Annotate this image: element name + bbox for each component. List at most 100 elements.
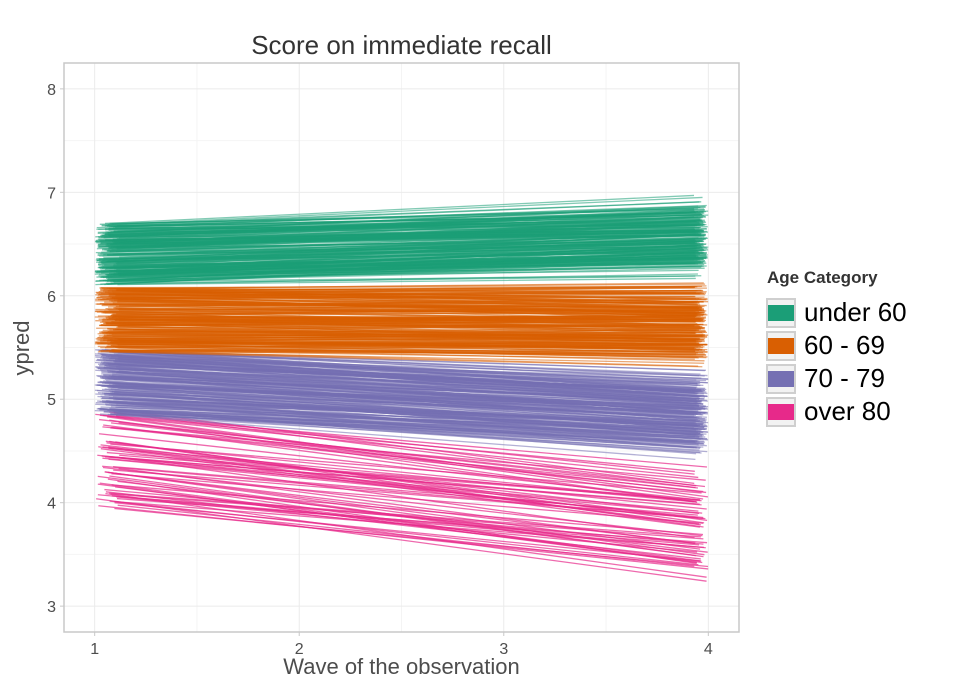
legend-key (766, 396, 796, 427)
series-60-69 (94, 282, 709, 368)
trajectory-line (108, 229, 704, 237)
trajectory-line (110, 406, 702, 432)
trajectory-line (112, 220, 700, 244)
trajectory-line (107, 382, 696, 411)
series-70-79 (94, 348, 709, 461)
trajectory-line (119, 315, 696, 324)
series-under-60 (94, 194, 709, 286)
trajectory-line (106, 234, 695, 252)
trajectory-line (104, 301, 700, 309)
trajectory-line (102, 466, 703, 537)
trajectory-line (106, 442, 697, 503)
legend-swatch (768, 337, 794, 354)
trajectory-line (117, 352, 708, 384)
trajectory-line (110, 443, 702, 494)
series-over-80 (95, 409, 709, 582)
trajectory-line (105, 321, 708, 338)
trajectory-line (105, 359, 695, 394)
trajectory-line (96, 245, 697, 260)
trajectory-line (119, 287, 704, 292)
y-tick-label: 8 (47, 82, 56, 99)
y-tick-label: 3 (47, 599, 56, 616)
chart-title: Score on immediate recall (251, 30, 552, 60)
trajectory-line (109, 492, 701, 538)
legend-item-over-80: over 80 (766, 395, 907, 428)
trajectory-line (98, 433, 700, 501)
trajectory-line (110, 305, 705, 316)
trajectory-line (116, 364, 699, 385)
trajectory-line (110, 413, 696, 461)
legend-swatch (768, 304, 794, 321)
trajectory-line (105, 194, 695, 225)
trajectory-line (113, 469, 706, 520)
trajectory-line (117, 504, 695, 567)
legend-swatch (768, 403, 794, 420)
x-tick-label: 2 (295, 641, 304, 658)
trajectory-line (116, 347, 707, 359)
trajectory-line (98, 363, 705, 392)
legend-key (766, 363, 796, 394)
trajectory-line (102, 446, 697, 503)
trajectory-line (106, 349, 709, 380)
trajectory-line (101, 312, 707, 315)
trajectory-line (111, 351, 702, 391)
trajectory-line (100, 212, 696, 242)
x-tick-label: 1 (90, 641, 99, 658)
trajectory-line (102, 426, 706, 481)
trajectory-line (114, 411, 699, 445)
trajectory-line (107, 328, 699, 344)
y-tick-label: 6 (47, 289, 56, 306)
trajectory-line (111, 484, 704, 536)
trajectory-line (117, 259, 698, 274)
legend-title: Age Category (767, 268, 878, 287)
trajectory-line (109, 411, 697, 487)
trajectory-line (105, 227, 695, 245)
x-tick-label: 4 (704, 641, 713, 658)
trajectory-line (98, 324, 701, 328)
y-tick-label: 4 (47, 496, 56, 513)
trajectory-line (102, 287, 706, 301)
trajectory-line (109, 500, 699, 566)
trajectory-line (111, 374, 700, 402)
trajectory-line (116, 382, 704, 426)
trajectory-line (99, 259, 695, 270)
legend-item-under-60: under 60 (766, 296, 907, 329)
trajectory-line (97, 483, 698, 564)
trajectory-line (105, 275, 696, 285)
trajectory-line (99, 407, 697, 455)
plot-border (63, 62, 740, 633)
trajectory-line (98, 266, 702, 277)
legend-label: 70 - 79 (804, 363, 885, 393)
y-tick-label: 7 (47, 185, 56, 202)
x-axis-label: Wave of the observation (283, 654, 520, 679)
trajectory-line (105, 471, 705, 556)
trajectory-line (107, 471, 696, 544)
trajectory-line (97, 367, 701, 405)
trajectory-line (102, 457, 703, 514)
trajectory-line (102, 414, 709, 498)
trajectory-line (114, 239, 703, 270)
trajectory-line (95, 413, 695, 472)
legend-item-60-69: 60 - 69 (766, 329, 907, 362)
trajectory-line (112, 466, 698, 516)
trajectory-line (115, 250, 699, 265)
y-axis-label: ypred (9, 320, 34, 376)
legend-swatch (768, 370, 794, 387)
trajectory-line (100, 292, 697, 305)
trajectory-line (97, 408, 708, 433)
trajectory-line (100, 247, 700, 264)
trajectory-line (107, 196, 703, 226)
trajectory-line (115, 415, 708, 468)
trajectory-line (114, 315, 703, 322)
trajectory-line (111, 426, 698, 489)
legend-label: over 80 (804, 396, 891, 426)
trajectory-line (116, 350, 699, 367)
trajectory-line (100, 385, 699, 427)
trajectory-line (108, 351, 703, 368)
trajectory-line (110, 260, 701, 285)
trajectory-line (116, 297, 708, 316)
trajectory-line (112, 390, 705, 428)
trajectory-line (96, 498, 707, 582)
trajectory-line (117, 277, 696, 286)
